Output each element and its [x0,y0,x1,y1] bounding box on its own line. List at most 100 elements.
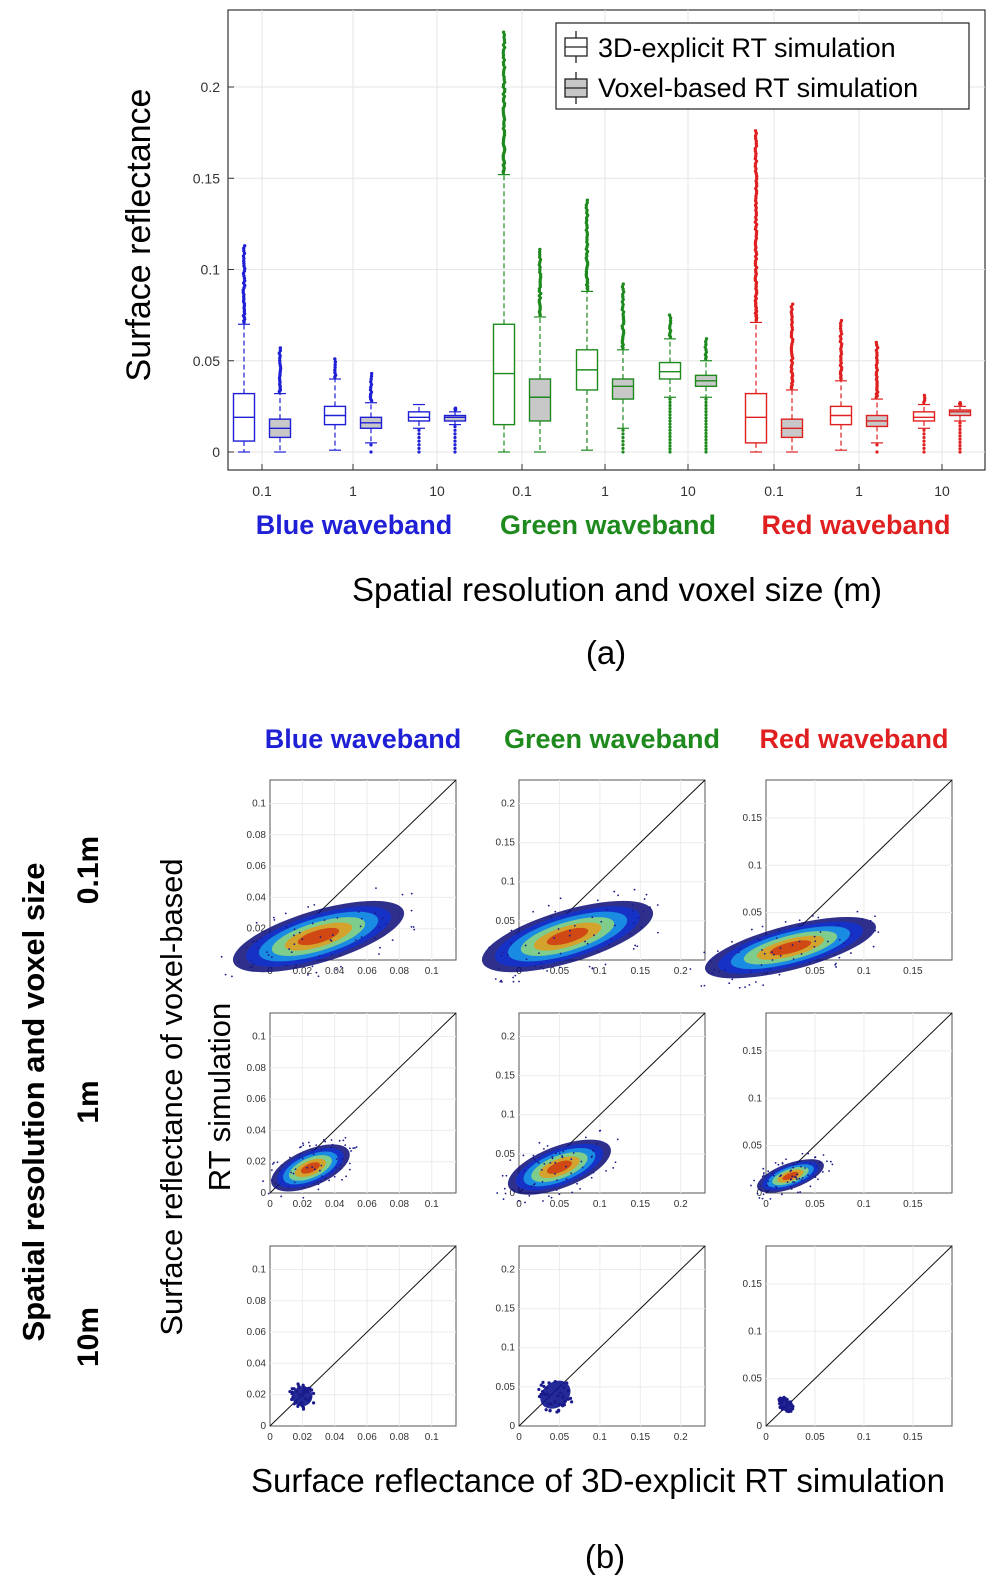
scatter-point [319,936,322,938]
scatter-point [559,897,562,900]
outlier-point [668,416,672,420]
box-voxel-5 [694,337,718,454]
scatter-point [280,1164,283,1167]
outlier-point [789,310,794,314]
box-voxel-6 [780,302,804,453]
outlier-point [704,437,708,442]
scatter-point [566,1389,570,1393]
scatter-point [769,1197,772,1200]
outlier-point [668,444,672,448]
x-tick-label: 0.04 [325,1432,345,1443]
scatter-point [610,937,613,940]
outlier-point [417,435,421,440]
scatter-point [317,1188,320,1191]
scatter-point [762,1193,765,1196]
outlier-point [874,348,879,352]
scatter-point [336,916,339,919]
scatter-point [703,951,706,954]
scatter-point [789,1403,794,1407]
scatter-point [819,931,822,933]
box-voxel-1 [359,371,383,454]
scatter-point [798,1160,801,1163]
scatter-point [632,904,634,907]
scatter-point [301,1407,306,1411]
outlier-point [621,450,625,454]
scatter-point [335,1166,338,1169]
scatter-point [280,1195,283,1198]
y-tick-label: 0.05 [496,916,516,927]
scatter-point [614,1161,617,1164]
x-tick-label: 0.1 [593,966,607,977]
row-label-0-1m: 0.1m [72,836,105,904]
x-tick-label: 0.05 [805,1199,825,1210]
column-label-blue: Blue waveband [265,724,462,754]
scatter-point [561,1155,563,1157]
x-tick-label: 0 [763,1432,769,1443]
outlier-point [668,318,673,323]
outlier-point [502,33,507,37]
y-tick-label: 0.05 [496,1149,516,1160]
outlier-point [704,416,708,420]
outlier-point [704,450,708,454]
scatter-panel-0.1m-1: 000.050.050.10.10.150.150.20.2 [481,779,706,983]
x-tick-label: 0.1 [425,966,439,977]
y-tick-label: 0.04 [247,1125,267,1136]
scatter-point [617,894,619,897]
x-tick-label: 0.05 [550,966,570,977]
scatter-point [584,940,586,943]
scatter-point [570,1158,573,1161]
outlier-point [958,447,962,451]
scatter-point [572,1152,575,1154]
scatter-point [528,1194,531,1197]
scatter-point [556,1179,558,1182]
scatter-point [311,965,314,968]
outlier-point [369,371,374,376]
scatter-panel-0.1m-2: 000.050.050.10.10.150.15 [689,779,953,989]
outlier-point [453,428,457,432]
scatter-point [565,1165,567,1168]
y-tick-label: 0.05 [743,908,763,919]
outlier-point [453,443,457,447]
scatter-point [790,1188,793,1190]
scatter-point [296,1404,300,1408]
density-layer [782,1171,799,1181]
outlier-point [958,431,962,435]
y-tick-label: 0.15 [743,813,763,824]
scatter-point [348,1147,351,1150]
scatter-point [786,1181,789,1184]
scatter-point [778,1396,782,1400]
scatter-point [592,1171,595,1174]
outlier-point [242,251,247,256]
scatter-point [311,1149,314,1152]
scatter-point [301,938,304,941]
scatter-point [314,1168,316,1171]
scatter-point [586,942,589,945]
scatter-point [777,1163,780,1166]
box-body [492,323,516,426]
x-tick-label: 1 [855,483,863,499]
scatter-point [556,1394,560,1398]
scatter-point [546,1402,550,1406]
scatter-point [784,1404,788,1408]
outlier-point [922,435,926,440]
box-explicit-8 [912,393,936,454]
scatter-point [792,1166,795,1169]
scatter-xlabel: Surface reflectance of 3D-explicit RT si… [251,1462,945,1499]
outlier-point [668,406,672,411]
scatter-point [410,926,413,928]
scatter-point [525,958,528,961]
scatter-point [324,1140,327,1143]
scatter-point [778,929,781,932]
outlier-point [453,439,457,443]
outlier-point [753,129,758,133]
row-label-10m: 10m [72,1307,105,1367]
scatter-point [273,919,276,921]
scatter-point [568,934,571,937]
scatter-point [537,1156,540,1159]
outlier-point [502,40,507,45]
outlier-point [922,398,927,403]
scatter-panel-10m-2: 00 0.05 0.05 0.1 0.1 0.15 0.15 [743,1245,953,1443]
scatter-point [792,1181,794,1183]
outlier-point [621,432,625,436]
scatter-point [534,965,537,967]
